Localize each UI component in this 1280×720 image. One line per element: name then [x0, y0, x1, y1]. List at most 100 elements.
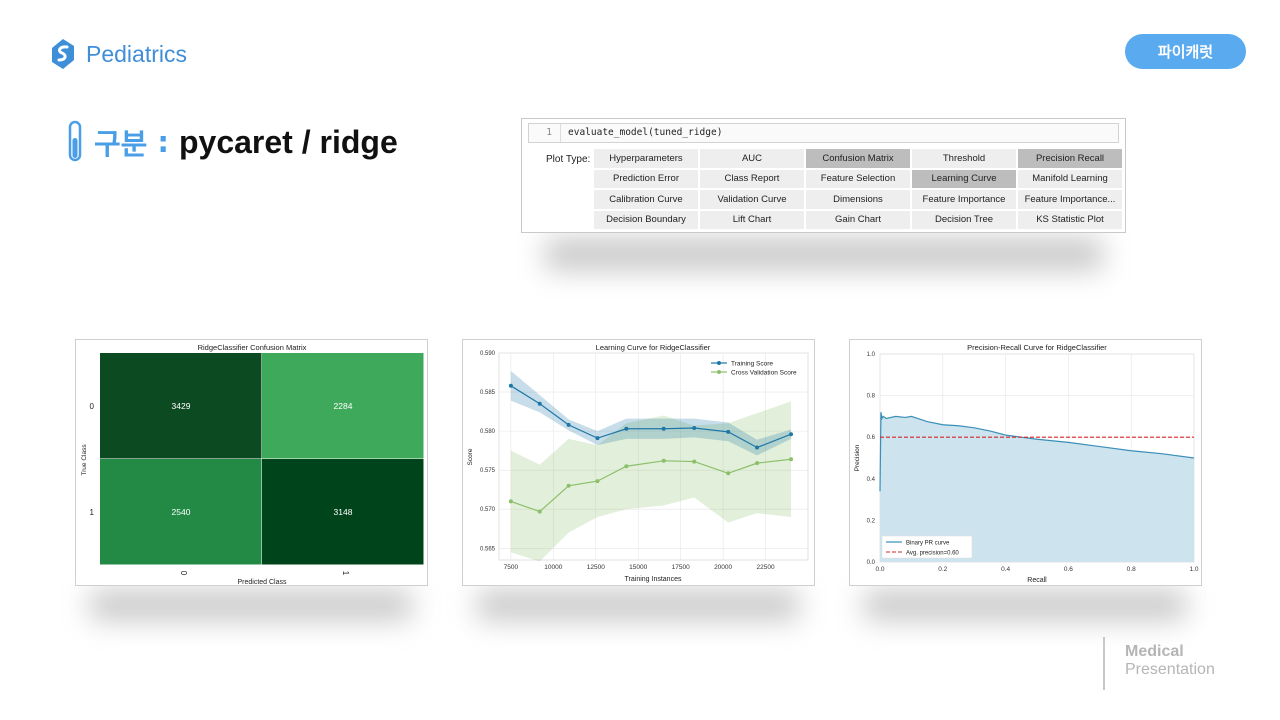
plot-type-button[interactable]: Learning Curve	[912, 169, 1016, 188]
plot-type-button[interactable]: Feature Importance...	[1018, 190, 1122, 209]
x-tick-label: 12500	[587, 564, 605, 571]
plot-type-button[interactable]: Hyperparameters	[594, 149, 698, 168]
legend-label: Cross Validation Score	[731, 370, 797, 377]
confidence-band	[510, 370, 792, 456]
plot-type-button[interactable]: Class Report	[700, 169, 804, 188]
pr-area	[880, 412, 1194, 562]
x-tick-label: 20000	[714, 564, 732, 571]
plot-type-button[interactable]: Lift Chart	[700, 210, 804, 229]
legend-marker	[717, 370, 721, 374]
y-tick-label: 0.585	[480, 390, 496, 396]
plot-type-button[interactable]: Manifold Learning	[1018, 169, 1122, 188]
precision-recall-chart: Precision-Recall Curve for RidgeClassifi…	[854, 343, 1199, 584]
series-line	[510, 458, 792, 513]
pr-curve-card: Precision-Recall Curve for RidgeClassifi…	[849, 339, 1202, 586]
plot-type-button[interactable]: Feature Importance	[912, 190, 1016, 209]
y-tick-label: 0.8	[867, 394, 876, 400]
data-point	[755, 445, 760, 450]
y-axis-label: True Class	[81, 444, 88, 476]
y-tick-label: 0.565	[480, 546, 496, 552]
data-point	[595, 479, 600, 484]
y-tick-label: 0.4	[867, 477, 876, 483]
cell-value-label: 2540	[172, 507, 191, 517]
brand: Pediatrics	[50, 38, 187, 70]
chart-title: Precision-Recall Curve for RidgeClassifi…	[967, 343, 1107, 352]
plot-type-button[interactable]: KS Statistic Plot	[1018, 210, 1122, 229]
plot-type-button[interactable]: Confusion Matrix	[806, 149, 910, 168]
y-tick-label: 0.6	[867, 435, 876, 441]
x-tick-label: 22500	[757, 564, 775, 571]
y-tick-label: 0.0	[867, 560, 876, 566]
title-label: 구분	[94, 127, 148, 161]
pr-curve-line	[879, 412, 1195, 492]
footer-line-1: Medical	[1125, 643, 1184, 660]
plot-type-button[interactable]: Gain Chart	[806, 210, 910, 229]
plot-type-button[interactable]: Precision Recall	[1018, 149, 1122, 168]
x-tick-label: 0.8	[1127, 566, 1136, 573]
x-tick-label: 15000	[629, 564, 647, 571]
x-tick-label: 10000	[544, 564, 562, 571]
plot-type-button[interactable]: Dimensions	[806, 190, 910, 209]
x-tick-label: 0.0	[875, 566, 884, 573]
x-tick-label: 1	[341, 571, 350, 576]
learning-curve-chart: Learning Curve for RidgeClassifier 7500 10…	[467, 343, 809, 583]
cell-value-label: 3148	[334, 507, 353, 517]
data-point	[508, 383, 513, 388]
data-point	[726, 429, 731, 434]
plot-area	[498, 352, 809, 561]
plot-type-label: Plot Type:	[546, 154, 591, 165]
x-axis-label: Predicted Class	[237, 579, 287, 586]
chart-title: RidgeClassifier Confusion Matrix	[198, 343, 307, 352]
y-tick-label: 0.575	[480, 468, 496, 474]
code-text: evaluate_model(tuned_ridge)	[568, 127, 723, 138]
x-tick-label: 7500	[504, 564, 519, 571]
data-point	[595, 436, 600, 441]
y-tick-label: 0.590	[480, 351, 496, 357]
y-axis-label: Score	[467, 448, 474, 465]
heatmap-cell	[100, 353, 262, 459]
plot-type-buttons: Hyperparameters AUC Confusion Matrix Thresh…	[594, 149, 1122, 229]
plot-type-button[interactable]: AUC	[700, 149, 804, 168]
plot-type-button[interactable]: Feature Selection	[806, 169, 910, 188]
code-panel: 1 evaluate_model(tuned_ridge) Plot Type:…	[521, 118, 1126, 233]
legend-label: Training Score	[731, 361, 773, 368]
heatmap-cell	[100, 459, 262, 565]
legend-marker	[717, 361, 721, 365]
data-point	[624, 464, 629, 469]
cell-value-label: 3429	[172, 401, 191, 411]
data-point	[566, 483, 571, 488]
data-point	[566, 422, 571, 427]
chart-title: Learning Curve for RidgeClassifier	[596, 343, 711, 352]
cell-value-label: 2284	[334, 401, 353, 411]
x-tick-label: 0	[179, 571, 188, 576]
x-tick-label: 1.0	[1189, 566, 1198, 573]
footer-line-2: Presentation	[1125, 661, 1215, 678]
x-tick-label: 0.4	[1001, 566, 1010, 573]
title-value: pycaret / ridge	[178, 123, 398, 160]
x-tick-label: 0.2	[938, 566, 947, 573]
plot-type-button[interactable]: Decision Tree	[912, 210, 1016, 229]
data-point	[789, 432, 794, 437]
plot-type-button[interactable]: Prediction Error	[594, 169, 698, 188]
plot-type-button[interactable]: Decision Boundary	[594, 210, 698, 229]
y-tick-label: 0	[90, 402, 95, 411]
heatmap-cell	[262, 459, 424, 565]
brand-logo-icon	[52, 39, 74, 69]
legend-label: Avg. precision=0.60	[906, 551, 959, 557]
test-tube-icon	[68, 120, 82, 162]
plot-type-button[interactable]: Validation Curve	[700, 190, 804, 209]
brand-name: Pediatrics	[86, 40, 187, 67]
x-tick-label: 17500	[672, 564, 690, 571]
x-axis-label: Training Instances	[625, 576, 682, 583]
confusion-matrix-card: RidgeClassifier Confusion Matrix 3429 2284…	[75, 339, 428, 586]
code-cell[interactable]: 1 evaluate_model(tuned_ridge)	[528, 123, 1119, 143]
chart-shadow	[477, 590, 799, 620]
legend-box	[881, 535, 973, 559]
chart-shadow	[90, 590, 412, 620]
data-point	[692, 425, 697, 430]
plot-type-button[interactable]: Threshold	[912, 149, 1016, 168]
data-point	[537, 509, 542, 514]
plot-type-button[interactable]: Calibration Curve	[594, 190, 698, 209]
legend-label: Binary PR curve	[906, 541, 950, 547]
data-point	[661, 458, 666, 463]
